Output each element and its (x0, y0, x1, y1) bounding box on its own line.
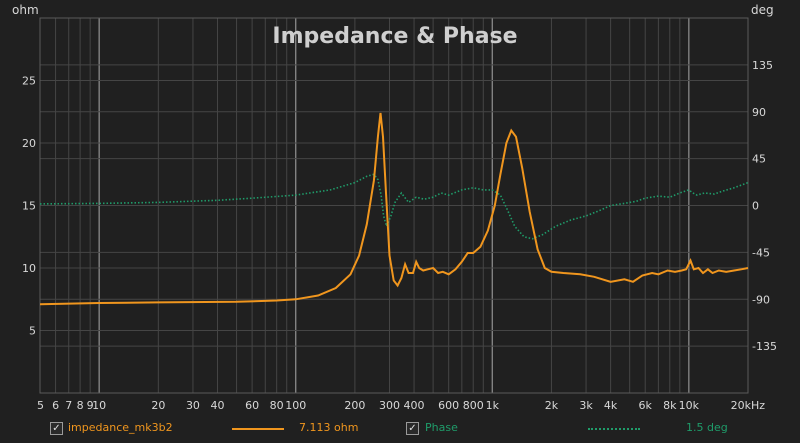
impedance-series-line (39, 112, 749, 306)
right-tick-label: -135 (752, 340, 777, 353)
left-tick-label: 10 (22, 262, 36, 275)
legend: ✓ impedance_mk3b2 7.113 ohm ✓ Phase 1.5 … (0, 420, 800, 440)
left-axis-label: ohm (12, 3, 39, 17)
x-tick-label: 10 (92, 399, 106, 412)
x-tick-label: 40 (211, 399, 225, 412)
impedance-cursor-value: 7.113 ohm (299, 421, 359, 434)
x-tick-label: 1k (486, 399, 500, 412)
x-tick-label: 20 (151, 399, 165, 412)
phase-legend-swatch (588, 428, 640, 430)
x-tick-label: 3k (579, 399, 593, 412)
left-tick-label: 5 (29, 325, 36, 338)
phase-series-line (39, 173, 749, 240)
x-tick-label: 60 (245, 399, 259, 412)
plot-frame (39, 17, 749, 394)
x-tick-label: 600 (438, 399, 459, 412)
x-tick-label: 10k (679, 399, 700, 412)
left-tick-label: 20 (22, 137, 36, 150)
x-tick-label: 300 (379, 399, 400, 412)
x-tick-label: 20kHz (731, 399, 766, 412)
x-tick-label: 8k (663, 399, 677, 412)
left-axis-tick-labels: 5 10 15 20 25 (22, 75, 36, 338)
x-axis-tick-labels: 5 6 7 8 910 20 30 40 60 80 100 200 300 400 600 800 1k 2k 3… (37, 399, 765, 412)
x-tick-label: 8 (77, 399, 84, 412)
phase-legend-label: Phase (425, 421, 458, 434)
x-tick-label: 100 (285, 399, 306, 412)
right-tick-label: -45 (752, 246, 770, 259)
x-tick-label: 30 (186, 399, 200, 412)
x-tick-label: 2k (545, 399, 559, 412)
right-tick-label: 90 (752, 106, 766, 119)
x-tick-label: 5 (37, 399, 44, 412)
grid-lines (39, 17, 749, 394)
impedance-legend-swatch (232, 428, 284, 430)
right-axis-tick-labels: 135 90 45 0 -45 -90 -135 (752, 59, 777, 353)
chart-title: Impedance & Phase (272, 24, 517, 49)
impedance-checkbox[interactable]: ✓ (50, 422, 63, 435)
x-tick-label: 9 (87, 399, 94, 412)
x-tick-label: 200 (344, 399, 365, 412)
x-tick-label: 7 (65, 399, 72, 412)
left-tick-label: 15 (22, 200, 36, 213)
right-tick-label: 0 (752, 200, 759, 213)
x-tick-label: 80 (270, 399, 284, 412)
x-tick-label: 800 (463, 399, 484, 412)
x-tick-label: 400 (404, 399, 425, 412)
phase-cursor-value: 1.5 deg (686, 421, 728, 434)
right-tick-label: 135 (752, 59, 773, 72)
right-tick-label: 45 (752, 153, 766, 166)
right-axis-label: deg (751, 3, 774, 17)
left-tick-label: 25 (22, 75, 36, 88)
x-tick-label: 4k (604, 399, 618, 412)
x-tick-label: 6k (639, 399, 653, 412)
impedance-legend-label: impedance_mk3b2 (68, 421, 173, 434)
phase-checkbox[interactable]: ✓ (406, 422, 419, 435)
right-tick-label: -90 (752, 293, 770, 306)
x-tick-label: 6 (52, 399, 59, 412)
